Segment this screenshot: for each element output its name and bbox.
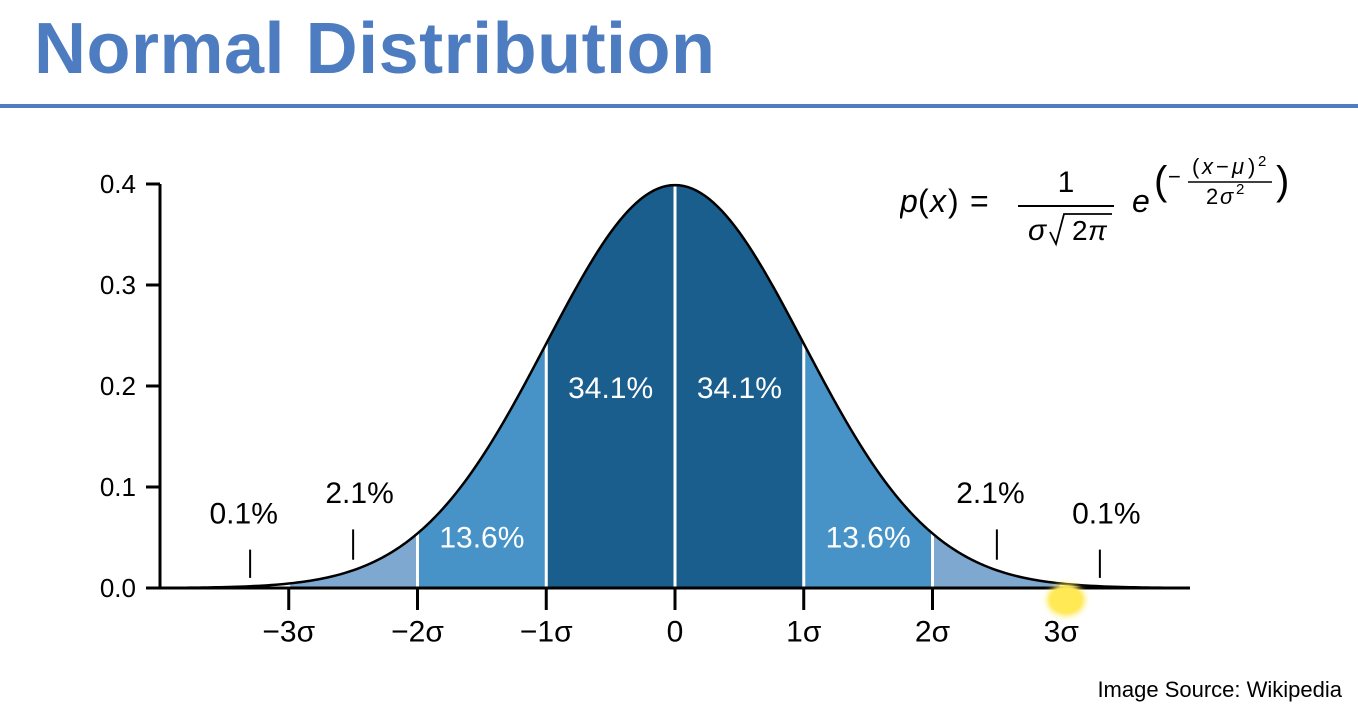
svg-text:2σ: 2σ xyxy=(915,616,951,649)
image-source-credit: Image Source: Wikipedia xyxy=(1097,677,1342,703)
svg-text:x: x xyxy=(928,183,947,219)
svg-text:34.1%: 34.1% xyxy=(568,372,653,405)
svg-text:34.1%: 34.1% xyxy=(697,372,782,405)
svg-text:3σ: 3σ xyxy=(1044,616,1080,649)
svg-text:(: ( xyxy=(918,183,929,219)
svg-text:2: 2 xyxy=(1206,184,1218,209)
svg-text:2.1%: 2.1% xyxy=(956,477,1024,510)
svg-text:): ) xyxy=(1248,154,1255,179)
pdf-formula: p(x)=1σ2πe(−(x−μ)22σ2) xyxy=(900,150,1300,270)
svg-text:1: 1 xyxy=(1058,166,1075,199)
svg-text:e: e xyxy=(1132,183,1150,219)
svg-text:2: 2 xyxy=(1236,181,1244,198)
svg-text:−3σ: −3σ xyxy=(262,616,315,649)
svg-text:0.0: 0.0 xyxy=(100,573,136,603)
svg-text:): ) xyxy=(948,183,959,219)
svg-text:=: = xyxy=(970,183,989,219)
svg-text:): ) xyxy=(1276,159,1289,203)
svg-text:1σ: 1σ xyxy=(786,616,822,649)
svg-text:σ: σ xyxy=(1220,184,1234,209)
svg-text:(: ( xyxy=(1192,154,1200,179)
svg-text:−: − xyxy=(1168,164,1181,189)
svg-text:p: p xyxy=(900,183,918,219)
svg-text:0.1: 0.1 xyxy=(100,472,136,502)
svg-text:σ: σ xyxy=(1028,214,1048,247)
svg-text:μ: μ xyxy=(1231,154,1244,179)
svg-text:−2σ: −2σ xyxy=(391,616,444,649)
svg-text:−1σ: −1σ xyxy=(520,616,573,649)
svg-text:2.1%: 2.1% xyxy=(325,477,393,510)
svg-text:π: π xyxy=(1088,215,1108,246)
svg-text:13.6%: 13.6% xyxy=(439,522,524,555)
svg-text:0.1%: 0.1% xyxy=(1072,497,1140,530)
svg-text:x: x xyxy=(1201,154,1214,179)
svg-text:(: ( xyxy=(1154,159,1168,203)
svg-text:0: 0 xyxy=(667,616,684,649)
page-title: Normal Distribution xyxy=(34,8,716,90)
svg-text:−: − xyxy=(1216,154,1229,179)
slide: Normal Distribution 0.00.10.20.30.4−3σ−2… xyxy=(0,0,1358,713)
svg-text:0.3: 0.3 xyxy=(100,270,136,300)
svg-text:2: 2 xyxy=(1072,215,1088,246)
svg-text:0.2: 0.2 xyxy=(100,371,136,401)
svg-text:2: 2 xyxy=(1258,153,1266,170)
svg-text:0.4: 0.4 xyxy=(100,169,136,199)
svg-text:0.1%: 0.1% xyxy=(209,497,277,530)
title-underline xyxy=(0,104,1358,108)
svg-text:13.6%: 13.6% xyxy=(826,522,911,555)
